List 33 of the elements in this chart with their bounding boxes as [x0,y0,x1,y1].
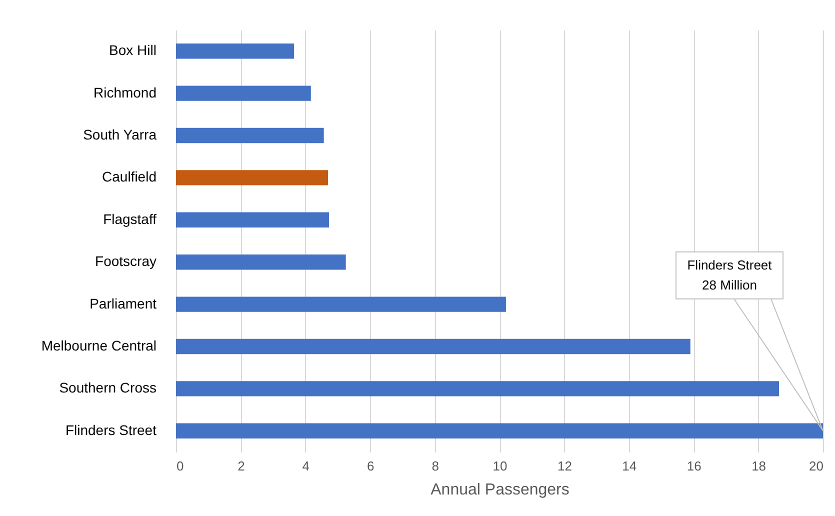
x-tick-label: 4 [302,458,310,474]
y-tick-label: Footscray [95,253,156,270]
bar [176,423,823,438]
bar [176,254,346,270]
y-tick-label: Flinders Street [65,422,157,438]
x-tick-label: 12 [557,458,572,474]
x-tick-label: 14 [622,458,637,474]
x-tick-label: 2 [238,458,245,474]
bar [176,44,294,59]
bar [176,212,330,228]
y-tick-label: Caulfield [102,168,156,185]
y-tick-label: Parliament [90,295,157,312]
bar [176,86,311,101]
x-tick-label: 6 [366,458,374,474]
y-tick-label: Melbourne Central [41,338,156,354]
bar [176,128,324,144]
x-tick-label: 16 [686,458,702,474]
bar [176,170,328,186]
y-tick-label: Box Hill [109,42,156,58]
bar [176,338,690,354]
x-tick-label: 8 [432,458,439,474]
annotation: Flinders Street 28 Million [687,257,772,292]
x-tick-label: 20 [809,458,824,474]
y-tick-label: Richmond [93,84,156,100]
x-tick-label: 18 [752,458,766,474]
x-tick-label: 0 [176,458,184,474]
y-tick-label: South Yarra [83,126,157,142]
x-tick-label: 10 [492,458,508,474]
x-axis-title: Annual Passengers [430,482,570,498]
y-tick-label: Southern Cross [59,380,156,396]
y-tick-label: Flagstaff [103,210,157,227]
bar [176,296,506,312]
bar [176,381,780,396]
